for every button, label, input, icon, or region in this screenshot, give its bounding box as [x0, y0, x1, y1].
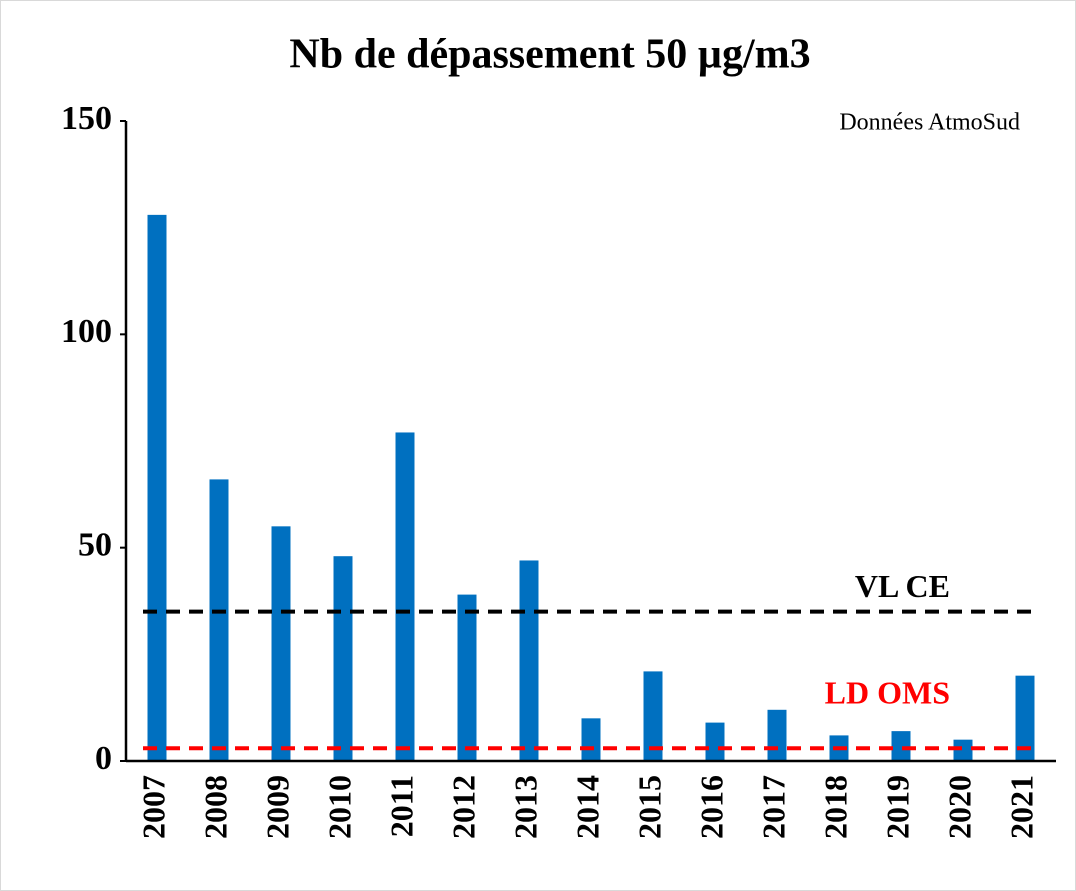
x-tick-label: 2012	[445, 775, 481, 839]
bar	[395, 432, 415, 761]
bar	[581, 718, 601, 761]
x-tick-label: 2020	[941, 775, 977, 839]
bar	[333, 556, 353, 761]
chart-title: Nb de dépassement 50 µg/m3	[289, 32, 810, 78]
x-tick-label: 2014	[569, 775, 605, 839]
annotation: Données AtmoSud	[839, 110, 1020, 136]
bar	[209, 479, 229, 761]
x-tick-label: 2015	[631, 775, 667, 839]
x-tick-label: 2021	[1003, 775, 1039, 839]
x-tick-label: 2008	[197, 775, 233, 839]
x-tick-label: 2017	[755, 775, 791, 839]
x-tick-label: 2007	[135, 775, 171, 839]
bar	[705, 722, 725, 761]
bar	[767, 709, 787, 761]
y-tick-label: 50	[78, 526, 112, 563]
reference-label: VL CE	[855, 568, 950, 604]
bar	[1015, 675, 1035, 761]
bar	[271, 526, 291, 761]
bar	[519, 560, 539, 761]
x-tick-label: 2016	[693, 775, 729, 839]
bar	[953, 739, 973, 761]
bar	[891, 731, 911, 761]
x-tick-label: 2009	[259, 775, 295, 839]
y-tick-label: 150	[61, 100, 112, 137]
x-tick-label: 2010	[321, 775, 357, 839]
x-tick-label: 2019	[879, 775, 915, 839]
x-tick-label: 2011	[383, 775, 419, 837]
x-tick-label: 2018	[817, 775, 853, 839]
bar	[147, 214, 167, 761]
reference-label: LD OMS	[825, 675, 950, 711]
y-tick-label: 0	[95, 740, 112, 777]
y-tick-label: 100	[61, 313, 112, 350]
x-tick-label: 2013	[507, 775, 543, 839]
bar	[457, 594, 477, 761]
bar	[643, 671, 663, 761]
